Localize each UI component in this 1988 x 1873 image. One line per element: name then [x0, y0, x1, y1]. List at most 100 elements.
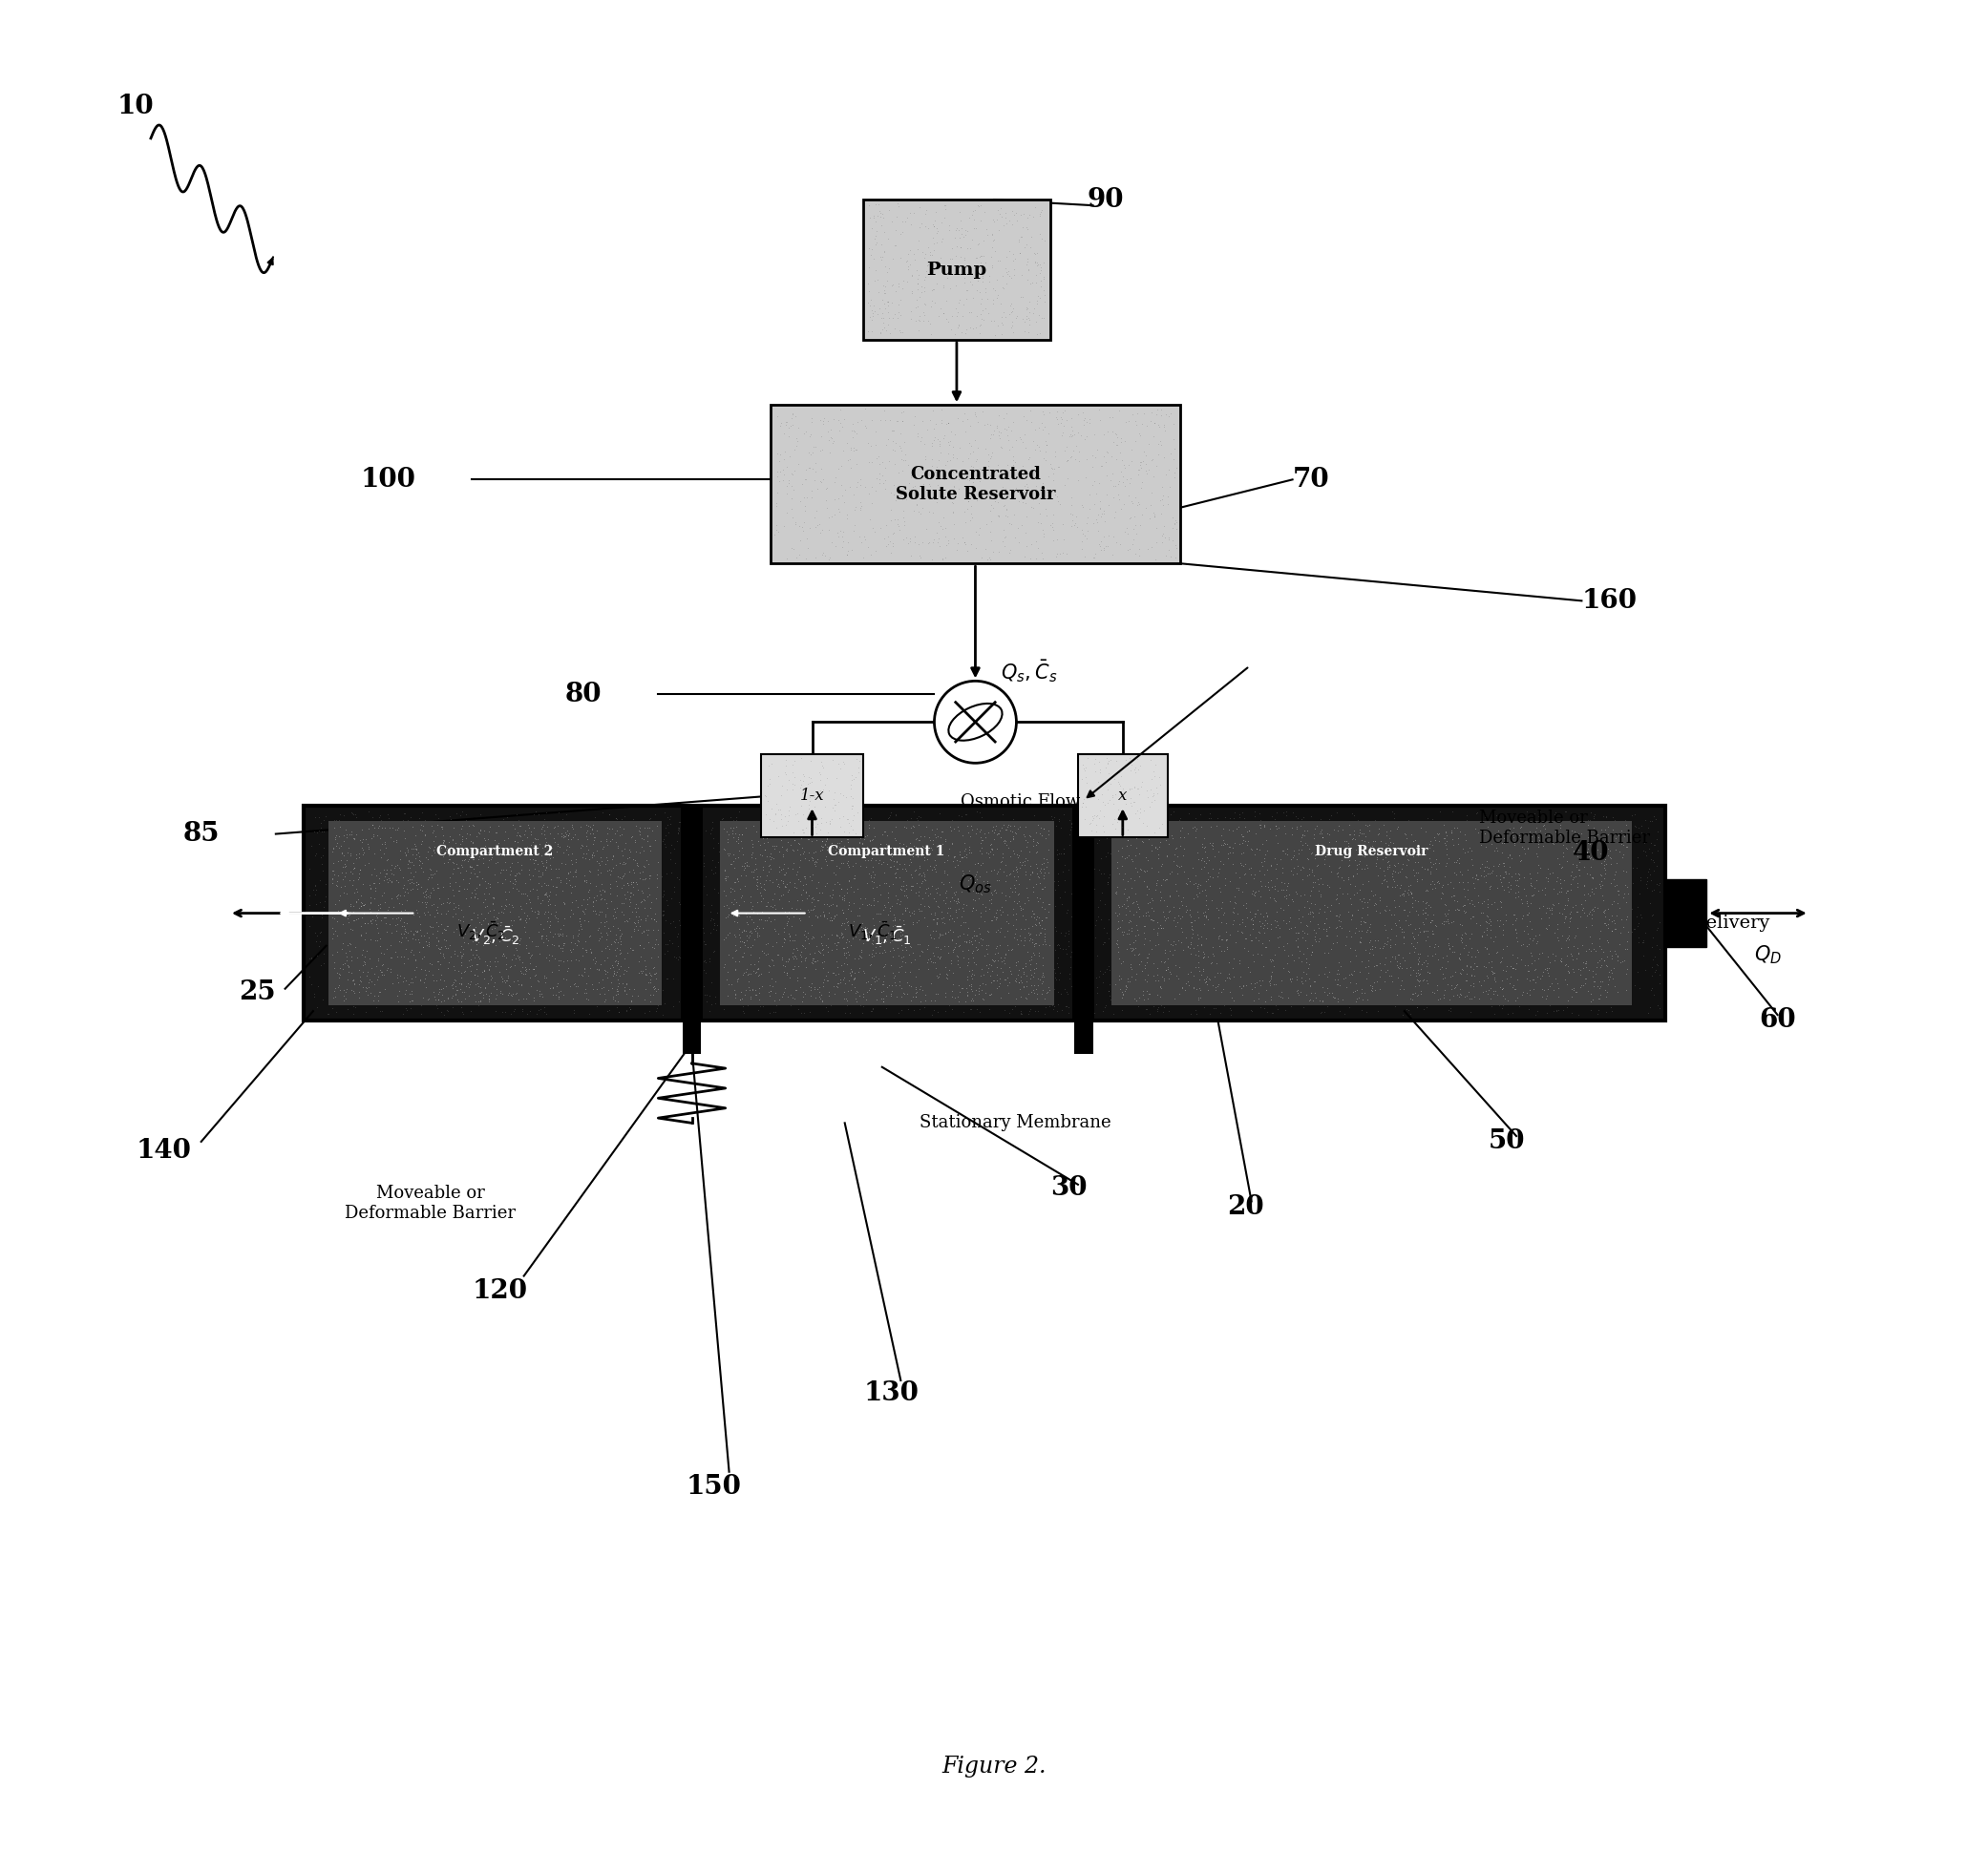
Point [799, 847, 831, 877]
Point [714, 976, 746, 1006]
Point [994, 435, 1026, 465]
Point [491, 965, 523, 995]
Point [744, 978, 775, 1008]
Point [1316, 897, 1348, 927]
Point [1352, 899, 1384, 929]
Point [1062, 418, 1093, 448]
Point [825, 848, 857, 878]
Point [1298, 841, 1330, 871]
Point [883, 457, 914, 487]
Point [903, 802, 934, 832]
Point [1201, 908, 1233, 938]
Point [1173, 923, 1205, 953]
Point [503, 940, 535, 970]
Point [513, 938, 545, 968]
Point [1012, 444, 1044, 474]
Point [885, 285, 916, 315]
Point [837, 534, 869, 564]
Point [1177, 933, 1209, 963]
Point [881, 850, 912, 880]
Point [1563, 802, 1594, 832]
Point [1459, 942, 1491, 972]
Point [535, 890, 567, 920]
Point [1316, 819, 1348, 848]
Point [1404, 856, 1435, 886]
Point [1465, 955, 1497, 985]
Point [710, 880, 742, 910]
Point [366, 867, 398, 897]
Point [857, 472, 889, 502]
Point [1280, 820, 1312, 850]
Point [1159, 833, 1191, 863]
Point [421, 820, 453, 850]
Point [1095, 931, 1127, 961]
Point [332, 929, 364, 959]
Point [1388, 807, 1419, 837]
Point [718, 873, 749, 903]
Point [761, 807, 793, 837]
Point [1183, 884, 1215, 914]
Point [495, 852, 527, 882]
Point [604, 922, 636, 951]
Point [1239, 899, 1270, 929]
Point [606, 899, 638, 929]
Point [517, 826, 549, 856]
Point [773, 920, 805, 950]
Point [837, 804, 869, 833]
Point [1163, 805, 1195, 835]
Point [996, 298, 1028, 328]
Point [384, 854, 415, 884]
Point [477, 843, 509, 873]
Point [429, 899, 461, 929]
Point [791, 899, 823, 929]
Point [431, 963, 463, 993]
Point [543, 950, 575, 980]
Point [1402, 865, 1433, 895]
Point [1101, 916, 1133, 946]
Point [831, 873, 863, 903]
Point [797, 431, 829, 461]
Point [648, 918, 680, 948]
Point [994, 951, 1026, 981]
Point [1010, 517, 1042, 547]
Point [390, 978, 421, 1008]
Point [1201, 970, 1233, 1000]
Point [443, 835, 475, 865]
Point [722, 815, 753, 845]
Point [837, 970, 869, 1000]
Point [1557, 832, 1588, 862]
Point [843, 914, 875, 944]
Point [769, 820, 801, 850]
Point [1207, 923, 1239, 953]
Point [1189, 826, 1221, 856]
Point [1372, 805, 1404, 835]
Point [1390, 940, 1421, 970]
Point [1409, 903, 1441, 933]
Point [588, 916, 620, 946]
Point [1207, 815, 1239, 845]
Point [388, 805, 419, 835]
Point [1340, 835, 1372, 865]
Point [406, 953, 437, 983]
Point [974, 961, 1006, 991]
Point [787, 869, 819, 899]
Point [563, 925, 594, 955]
Point [1103, 965, 1135, 995]
Point [571, 833, 602, 863]
Point [384, 961, 415, 991]
Point [1036, 453, 1068, 483]
Point [1503, 970, 1535, 1000]
Point [638, 929, 670, 959]
Point [1364, 815, 1396, 845]
Point [551, 815, 582, 845]
Point [1481, 936, 1513, 966]
Point [761, 461, 793, 491]
Point [463, 985, 495, 1015]
Point [869, 920, 901, 950]
Point [1588, 824, 1620, 854]
Point [1099, 502, 1131, 532]
Point [853, 914, 885, 944]
Point [368, 950, 400, 980]
Point [708, 914, 740, 944]
Point [1578, 800, 1610, 830]
